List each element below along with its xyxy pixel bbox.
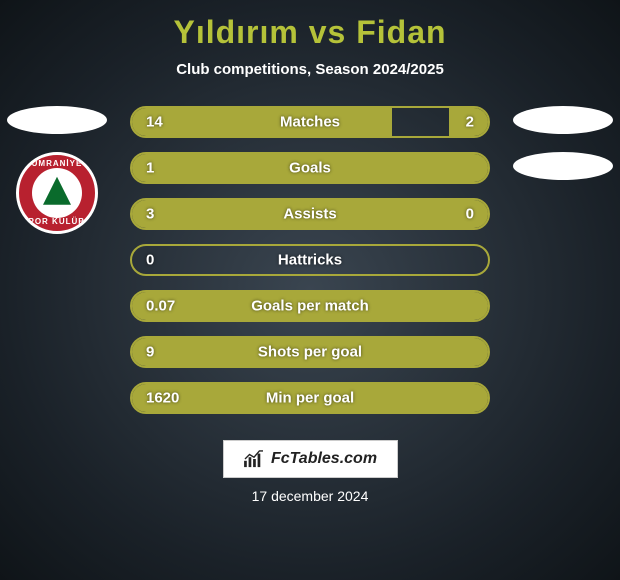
- stat-value-left: 14: [146, 114, 163, 131]
- stat-value-left: 1: [146, 160, 154, 177]
- stat-bar: 9 Shots per goal: [130, 336, 490, 368]
- right-badges: [508, 106, 618, 180]
- stat-bars: 14 Matches 2 1 Goals 3 Assists 0 0 Hattricks 0.07 G…: [130, 106, 490, 414]
- stat-bar: 0 Hattricks: [130, 244, 490, 276]
- stat-value-right: 0: [466, 206, 474, 223]
- date-text: 17 december 2024: [0, 488, 620, 504]
- brand-chart-icon: [243, 450, 265, 468]
- stat-label: Hattricks: [278, 252, 342, 269]
- stat-value-left: 0.07: [146, 298, 175, 315]
- stat-bar: 1 Goals: [130, 152, 490, 184]
- stat-value-left: 0: [146, 252, 154, 269]
- stats-area: ÜMRANİYE SPOR KULÜBÜ 14 Matches 2 1 Goals 3 As…: [0, 106, 620, 426]
- left-club-badge: ÜMRANİYE SPOR KULÜBÜ: [16, 152, 98, 234]
- brand-badge[interactable]: FcTables.com: [223, 440, 398, 478]
- stat-label: Goals: [289, 160, 331, 177]
- stat-label: Min per goal: [266, 390, 354, 407]
- stat-label: Shots per goal: [258, 344, 362, 361]
- page-subtitle: Club competitions, Season 2024/2025: [0, 61, 620, 78]
- stat-bar: 3 Assists 0: [130, 198, 490, 230]
- stat-value-left: 3: [146, 206, 154, 223]
- stat-label: Matches: [280, 114, 340, 131]
- club-text-bot: SPOR KULÜBÜ: [19, 217, 95, 226]
- club-text-top: ÜMRANİYE: [19, 159, 95, 168]
- brand-text: FcTables.com: [271, 450, 377, 468]
- stat-bar: 0.07 Goals per match: [130, 290, 490, 322]
- left-flag-ellipse: [7, 106, 107, 134]
- right-flag-ellipse: [513, 106, 613, 134]
- stat-fill-left: [132, 108, 392, 136]
- right-club-ellipse: [513, 152, 613, 180]
- stat-value-right: 2: [466, 114, 474, 131]
- stat-label: Assists: [283, 206, 336, 223]
- page-title: Yıldırım vs Fidan: [0, 0, 620, 51]
- stat-bar: 14 Matches 2: [130, 106, 490, 138]
- left-badges: ÜMRANİYE SPOR KULÜBÜ: [2, 106, 112, 234]
- stat-bar: 1620 Min per goal: [130, 382, 490, 414]
- stat-value-left: 1620: [146, 390, 179, 407]
- stat-label: Goals per match: [251, 298, 369, 315]
- stat-value-left: 9: [146, 344, 154, 361]
